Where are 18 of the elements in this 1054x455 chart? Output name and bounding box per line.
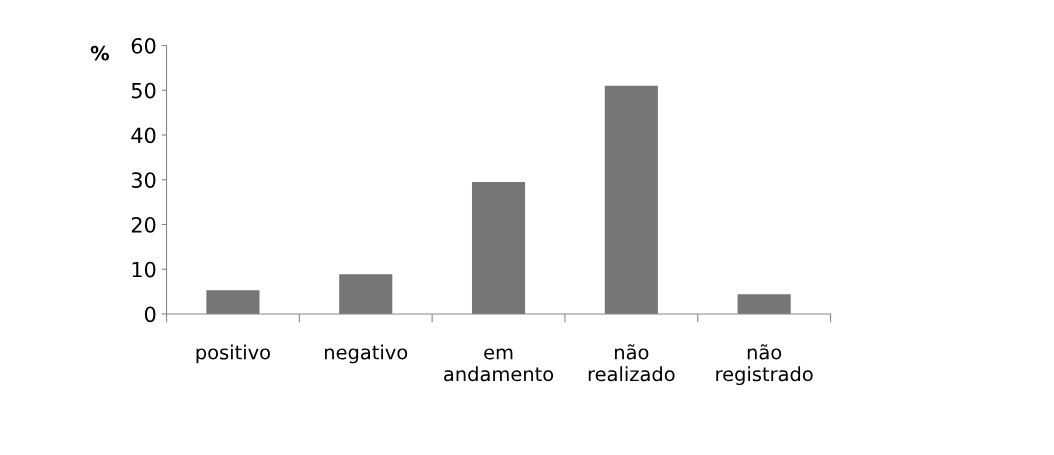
- bar: [206, 290, 260, 314]
- y-tick-label: 0: [144, 306, 156, 323]
- y-tick-label: 20: [131, 216, 156, 233]
- x-tick-label: em andamento: [444, 348, 554, 382]
- y-tick-label: 40: [131, 127, 156, 144]
- bar: [339, 274, 393, 314]
- y-tick-label: 60: [131, 37, 156, 54]
- bar: [737, 294, 791, 314]
- y-tick-label: 10: [132, 261, 156, 278]
- x-tick-label: positivo: [196, 344, 270, 364]
- y-axis-title: %: [90, 45, 110, 61]
- x-tick-label: não realizado: [588, 344, 675, 382]
- y-tick-label: 50: [131, 82, 156, 99]
- x-tick-label: negativo: [325, 344, 408, 364]
- y-tick-label: 30: [131, 172, 156, 188]
- bar: [604, 85, 658, 314]
- bar: [471, 181, 526, 314]
- x-tick-label: não registrado: [716, 344, 813, 386]
